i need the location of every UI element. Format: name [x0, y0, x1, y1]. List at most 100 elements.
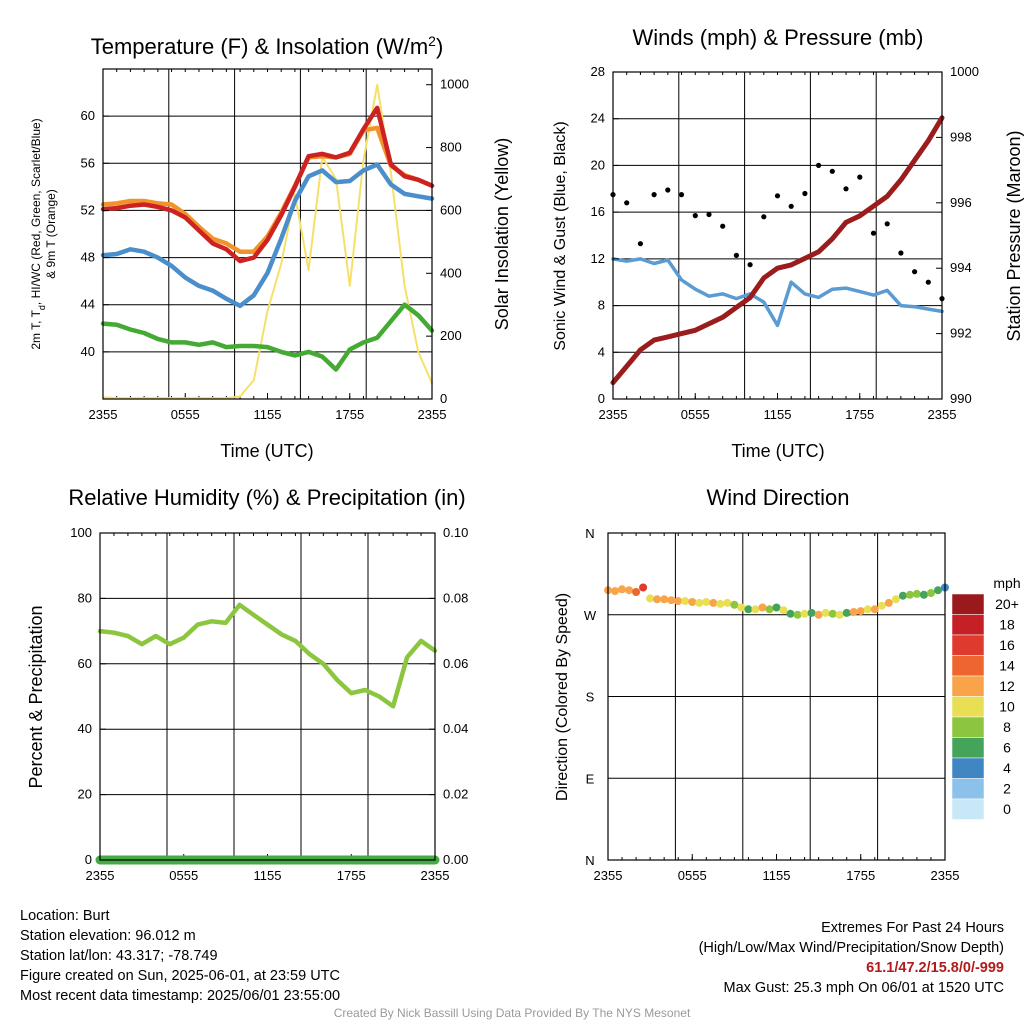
plot-border — [102, 68, 433, 400]
legend-swatch — [951, 634, 985, 656]
y2-tick-label: 994 — [950, 260, 972, 275]
direction-point — [877, 601, 886, 610]
y2-tick-label: 800 — [440, 140, 462, 155]
y-tick-label: N — [585, 526, 594, 541]
direction-point — [744, 605, 753, 614]
x-tick-label: 2355 — [89, 407, 118, 422]
y2-tick-label: 1000 — [440, 77, 469, 92]
y-axis-label-left: Direction (Colored By Speed) — [554, 593, 571, 801]
legend-label: 18 — [999, 617, 1015, 633]
direction-point — [828, 609, 837, 618]
y2-tick-label: 400 — [440, 265, 462, 280]
legend-label: 20+ — [995, 596, 1019, 612]
gust-point — [898, 250, 904, 256]
x-tick-label: 2355 — [421, 868, 450, 883]
direction-point — [898, 591, 907, 600]
extremes-subtitle: (High/Low/Max Wind/Precipitation/Snow De… — [698, 940, 1004, 956]
chart-title-temperature: Temperature (F) & Insolation (W/m2) — [91, 33, 444, 59]
legend-label: 6 — [1003, 740, 1011, 756]
y2-tick-label: 0 — [440, 391, 447, 406]
credit-text: Created By Nick Bassill Using Data Provi… — [333, 1006, 691, 1020]
latlon-text: Station lat/lon: 43.317; -78.749 — [20, 948, 218, 964]
x-axis-label: Time (UTC) — [731, 441, 824, 461]
y2-tick-label: 990 — [950, 391, 972, 406]
gust-point — [912, 269, 918, 275]
direction-point — [870, 605, 879, 614]
direction-point — [632, 588, 641, 596]
legend-label: 8 — [1003, 719, 1011, 735]
recent-data-text: Most recent data timestamp: 2025/06/01 2… — [20, 988, 341, 1004]
x-tick-label: 1155 — [764, 407, 792, 422]
direction-point — [821, 608, 830, 617]
direction-point — [905, 590, 914, 599]
windchill-line — [100, 162, 435, 309]
legend-swatch — [951, 778, 985, 800]
extremes-title: Extremes For Past 24 Hours — [821, 920, 1004, 936]
direction-point — [667, 596, 676, 605]
gust-point — [816, 162, 822, 168]
legend-label: 4 — [1003, 760, 1011, 776]
legend-swatch — [951, 757, 985, 779]
direction-point — [934, 586, 942, 595]
x-axis-label: Time (UTC) — [220, 441, 313, 461]
direction-point — [758, 603, 767, 612]
extremes-panel: Extremes For Past 24 Hours (High/Low/Max… — [699, 918, 1004, 998]
direction-point — [681, 597, 690, 606]
direction-point — [786, 609, 795, 618]
location-text: Location: Burt — [20, 908, 110, 924]
gust-point — [733, 252, 740, 258]
x-tick-label: 2355 — [86, 868, 115, 883]
temp_2m-line — [100, 105, 435, 264]
direction-point — [772, 603, 781, 612]
direction-point — [765, 605, 774, 614]
legend-swatch — [951, 675, 985, 697]
gust-point — [624, 200, 630, 206]
x-tick-label: 0555 — [171, 407, 200, 422]
y-axis-label-left: 2m T, Td, HI/WC (Red, Green, Scarlet/Blu… — [29, 118, 47, 349]
x-tick-label: 0555 — [169, 868, 198, 883]
y-tick-label: 0 — [598, 391, 605, 406]
legend-label: 12 — [999, 678, 1015, 694]
direction-point — [814, 610, 823, 619]
plot-border — [607, 532, 946, 861]
direction-point — [646, 594, 655, 603]
direction-point — [737, 603, 746, 612]
x-tick-label: 0555 — [678, 868, 707, 883]
y-axis-label-right: Station Pressure (Maroon) — [1004, 130, 1024, 341]
y-tick-label: 80 — [78, 590, 92, 605]
y2-tick-label: 998 — [950, 129, 972, 144]
y-tick-label: 24 — [591, 111, 605, 126]
y-tick-label: 0 — [85, 852, 92, 867]
y-tick-label: 48 — [81, 250, 95, 265]
legend-swatch — [951, 737, 985, 759]
legend-label: 14 — [999, 658, 1015, 674]
y2-tick-label: 996 — [950, 195, 972, 210]
y-tick-label: 20 — [78, 787, 92, 802]
gust-point — [884, 221, 890, 227]
direction-point — [919, 590, 928, 599]
plot-border — [99, 532, 436, 861]
y2-tick-label: 0.10 — [443, 525, 468, 540]
y2-tick-label: 200 — [440, 328, 462, 343]
y-tick-label: 60 — [81, 108, 95, 123]
y2-tick-label: 0.00 — [443, 852, 468, 867]
insolation-line — [102, 83, 433, 400]
direction-point — [751, 605, 760, 614]
direction-point — [927, 589, 935, 597]
gust-point — [843, 186, 849, 192]
direction-point — [702, 598, 711, 606]
y-tick-label: 16 — [591, 204, 605, 219]
x-tick-label: 2355 — [928, 407, 957, 422]
gust-point — [651, 192, 657, 198]
y2-tick-label: 1000 — [950, 64, 979, 79]
temp_9m-line — [100, 125, 435, 254]
direction-point — [842, 608, 851, 617]
max-gust-text: Max Gust: 25.3 mph On 06/01 at 1520 UTC — [723, 980, 1004, 996]
x-tick-label: 1755 — [846, 868, 875, 883]
legend-swatch — [951, 593, 985, 615]
direction-point — [625, 586, 634, 595]
y-tick-label: 40 — [78, 721, 92, 736]
gust-point — [788, 203, 794, 209]
y-tick-label: 52 — [81, 202, 95, 217]
gust-point — [678, 192, 685, 198]
